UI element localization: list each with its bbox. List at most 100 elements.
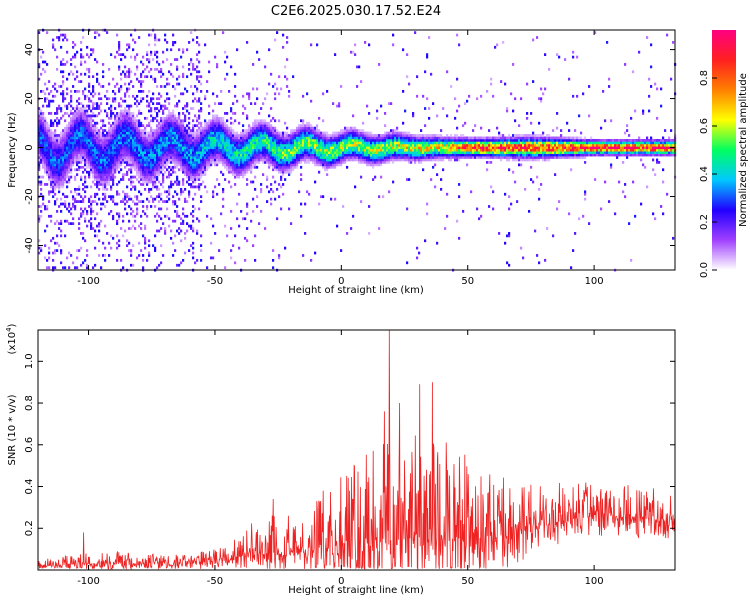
heatmap-cell: [132, 124, 135, 128]
heatmap-cell: [128, 109, 131, 113]
heatmap-cell: [376, 116, 379, 120]
heatmap-cell: [176, 126, 179, 130]
heatmap-cell: [66, 173, 69, 177]
heatmap-cell: [88, 97, 91, 101]
heatmap-cell: [266, 124, 269, 128]
heatmap-cell: [146, 165, 149, 169]
heatmap-cell: [216, 119, 219, 123]
heatmap-cell: [46, 163, 49, 167]
heatmap-cell: [210, 131, 213, 135]
heatmap-cell: [324, 148, 327, 152]
heatmap-cell: [306, 156, 309, 159]
heatmap-cell: [368, 156, 371, 159]
heatmap-cell: [186, 109, 189, 113]
heatmap-cell: [110, 210, 113, 213]
heatmap-cell: [138, 241, 141, 245]
heatmap-cell: [122, 214, 125, 218]
heatmap-cell: [288, 153, 291, 157]
heatmap-cell: [262, 153, 265, 157]
heatmap-cell: [84, 148, 87, 152]
heatmap-cell: [308, 134, 311, 137]
heatmap-cell: [122, 126, 125, 130]
heatmap-cell: [52, 161, 55, 164]
heatmap-cell: [166, 158, 169, 162]
heatmap-cell: [358, 136, 361, 140]
heatmap-cell: [306, 143, 309, 147]
heatmap-cell: [182, 258, 185, 262]
heatmap-cell: [166, 126, 169, 130]
heatmap-cell: [290, 143, 293, 147]
heatmap-cell: [198, 151, 201, 154]
heatmap-cell: [202, 163, 205, 167]
heatmap-cell: [102, 173, 105, 177]
heatmap-cell: [60, 153, 63, 157]
heatmap-cell: [50, 170, 53, 174]
heatmap-cell: [130, 212, 133, 216]
heatmap-cell: [44, 156, 47, 159]
heatmap-cell: [140, 97, 143, 101]
heatmap-cell: [38, 112, 41, 115]
heatmap-cell: [100, 156, 103, 159]
heatmap-cell: [58, 178, 61, 181]
heatmap-cell: [256, 156, 259, 159]
heatmap-cell: [106, 138, 109, 142]
heatmap-cell: [362, 151, 365, 154]
heatmap-cell: [294, 163, 297, 167]
heatmap-cell: [250, 131, 253, 135]
heatmap-cell: [54, 170, 57, 174]
heatmap-cell: [40, 158, 43, 162]
heatmap-cell: [332, 141, 335, 145]
heatmap-cell: [44, 146, 47, 150]
heatmap-cell: [130, 170, 133, 174]
heatmap-cell: [116, 151, 119, 154]
heatmap-cell: [172, 138, 175, 142]
heatmap-cell: [398, 131, 401, 135]
heatmap-cell: [192, 227, 195, 230]
heatmap-cell: [362, 134, 365, 137]
heatmap-cell: [144, 143, 147, 147]
heatmap-cell: [134, 227, 137, 230]
heatmap-cell: [310, 151, 313, 154]
heatmap-cell: [68, 134, 71, 137]
heatmap-cell: [148, 43, 151, 47]
heatmap-cell: [164, 232, 167, 235]
heatmap-cell: [372, 151, 375, 154]
heatmap-cell: [282, 143, 285, 147]
heatmap-cell: [146, 151, 149, 154]
heatmap-cell: [86, 146, 89, 150]
heatmap-cell: [356, 153, 359, 157]
heatmap-cell: [98, 156, 101, 159]
heatmap-cell: [266, 156, 269, 159]
heatmap-cell: [176, 214, 179, 218]
heatmap-cell: [114, 146, 117, 150]
heatmap-cell: [248, 94, 251, 98]
heatmap-cell: [174, 129, 177, 132]
heatmap-cell: [46, 151, 49, 154]
heatmap-cell: [114, 148, 117, 152]
heatmap-cell: [198, 75, 201, 79]
heatmap-cell: [98, 82, 101, 86]
heatmap-cell: [186, 129, 189, 132]
heatmap-cell: [170, 236, 173, 240]
heatmap-cell: [196, 77, 199, 81]
heatmap-cell: [300, 141, 303, 145]
heatmap-cell: [170, 143, 173, 147]
heatmap-cell: [242, 138, 245, 142]
heatmap-cell: [356, 151, 359, 154]
heatmap-cell: [130, 197, 133, 201]
heatmap-cell: [92, 146, 95, 150]
heatmap-cell: [346, 153, 349, 157]
heatmap-cell: [86, 249, 89, 252]
heatmap-cell: [184, 251, 187, 255]
heatmap-cell: [248, 138, 251, 142]
heatmap-cell: [54, 183, 57, 186]
heatmap-cell: [106, 165, 109, 169]
heatmap-cell: [334, 153, 337, 157]
heatmap-cell: [186, 102, 189, 105]
heatmap-cell: [234, 170, 237, 174]
heatmap-cell: [244, 148, 247, 152]
heatmap-cell: [186, 141, 189, 145]
heatmap-cell: [158, 38, 161, 42]
heatmap-cell: [266, 151, 269, 154]
heatmap-cell: [136, 256, 139, 260]
